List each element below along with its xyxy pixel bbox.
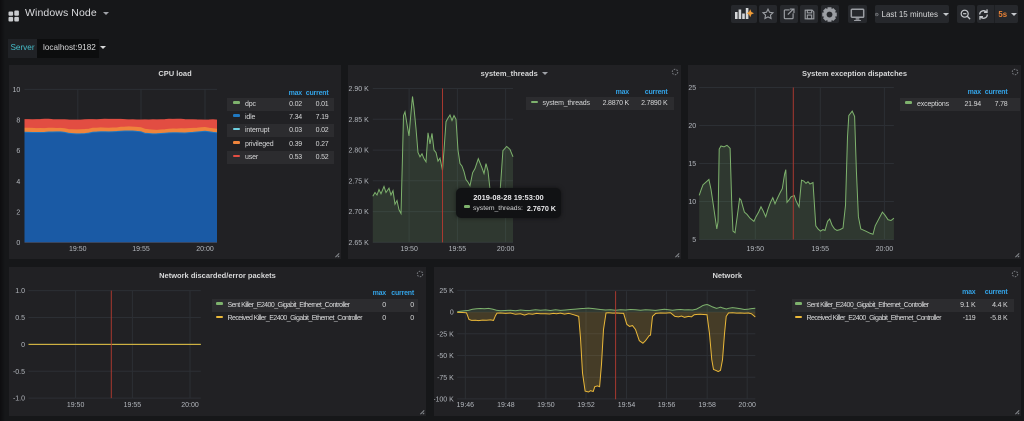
svg-text:-75 K: -75 K [437,375,454,382]
svg-text:1.0: 1.0 [15,288,25,295]
svg-text:19:55: 19:55 [132,246,150,253]
svg-text:19:50: 19:50 [747,246,765,253]
svg-text:2.90 K: 2.90 K [349,86,370,93]
svg-text:20:00: 20:00 [497,246,515,253]
svg-text:5: 5 [692,237,696,244]
svg-text:0: 0 [16,240,20,247]
svg-text:0.5: 0.5 [15,315,25,322]
svg-text:19:55: 19:55 [812,246,830,253]
svg-text:19:48: 19:48 [497,402,515,409]
svg-text:-0.5: -0.5 [13,369,25,376]
svg-text:-50 K: -50 K [437,353,454,360]
svg-text:0: 0 [21,342,25,349]
svg-text:6: 6 [16,148,20,155]
svg-text:19:54: 19:54 [617,402,635,409]
svg-text:19:52: 19:52 [577,402,595,409]
svg-text:2: 2 [16,209,20,216]
svg-text:8: 8 [16,118,20,125]
svg-text:20:00: 20:00 [181,402,199,409]
svg-text:25: 25 [688,85,696,92]
svg-text:15: 15 [688,161,696,168]
svg-text:19:46: 19:46 [456,402,474,409]
svg-text:0: 0 [449,310,453,317]
svg-text:20:00: 20:00 [196,246,214,253]
svg-text:25 K: 25 K [439,288,454,295]
svg-text:19:50: 19:50 [67,402,85,409]
svg-text:2.65 K: 2.65 K [349,240,370,247]
svg-text:-100 K: -100 K [434,397,454,404]
svg-text:19:55: 19:55 [124,402,142,409]
svg-text:2.85 K: 2.85 K [349,117,370,124]
svg-text:19:56: 19:56 [657,402,675,409]
svg-text:10: 10 [13,87,21,94]
svg-text:19:55: 19:55 [449,246,467,253]
svg-text:20:00: 20:00 [876,246,894,253]
svg-text:19:50: 19:50 [537,402,555,409]
svg-text:19:50: 19:50 [69,246,87,253]
svg-text:-1.0: -1.0 [13,396,25,403]
svg-text:2.75 K: 2.75 K [349,178,370,185]
svg-text:2.80 K: 2.80 K [349,148,370,155]
svg-text:20:00: 20:00 [738,402,756,409]
svg-text:20: 20 [688,123,696,130]
svg-text:19:58: 19:58 [698,402,716,409]
svg-text:-25 K: -25 K [437,331,454,338]
svg-text:2.70 K: 2.70 K [349,209,370,216]
svg-text:10: 10 [688,199,696,206]
svg-text:4: 4 [16,179,20,186]
svg-text:19:50: 19:50 [400,246,418,253]
